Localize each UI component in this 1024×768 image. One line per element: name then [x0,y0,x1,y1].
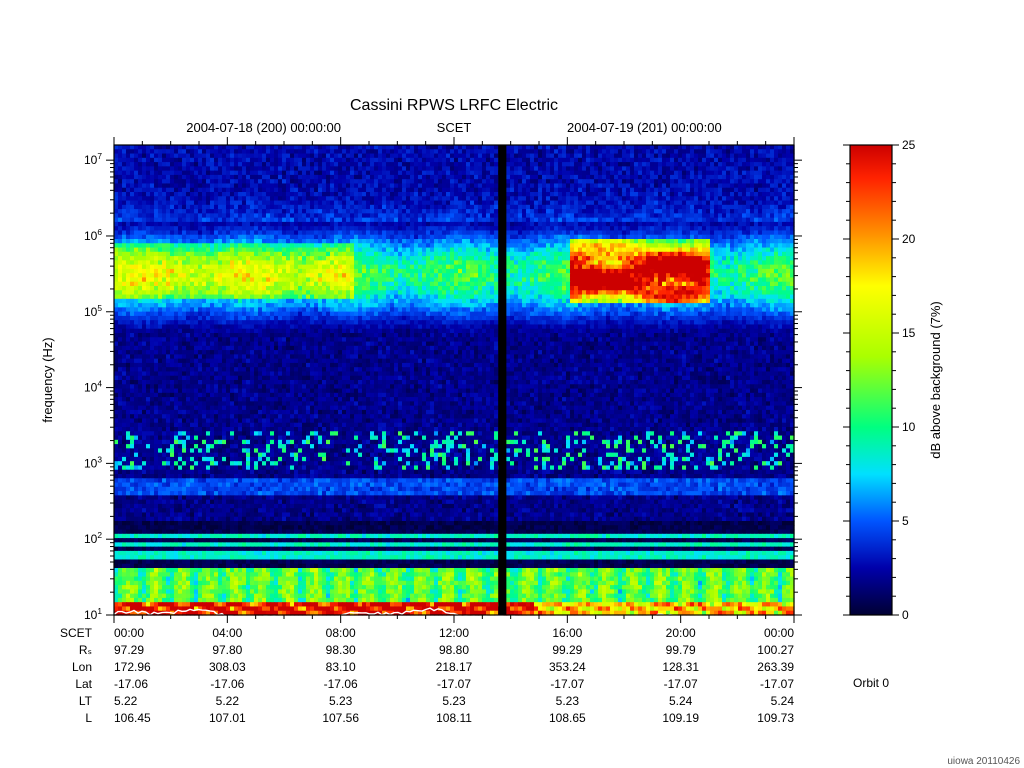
ephemeris-cell: 04:00 [212,626,242,640]
ephemeris-cell: 263.39 [757,660,794,674]
ephemeris-cell: 5.24 [771,694,795,708]
ephemeris-row-label: Lat [75,677,92,691]
y-tick-label: 104 [84,379,102,395]
ephemeris-cell: 98.80 [439,643,469,657]
ephemeris-row-label: Lon [72,660,92,674]
ephemeris-cell: -17.07 [437,677,471,691]
colorbar-tick: 15 [902,326,916,340]
ephemeris-cell: 12:00 [439,626,469,640]
ephemeris-cell: 97.80 [212,643,242,657]
ephemeris-cell: 20:00 [666,626,696,640]
ephemeris-cell: 353.24 [549,660,586,674]
ephemeris-cell: 5.23 [442,694,466,708]
footnote: uiowa 20110426 [947,756,1020,767]
ephemeris-cell: 16:00 [552,626,582,640]
colorbar-tick: 10 [902,420,916,434]
ephemeris-cell: 5.23 [556,694,580,708]
ephemeris-cell: 109.19 [662,711,699,725]
ephemeris-row-label: LT [79,694,93,708]
spectrogram [114,145,795,628]
ephemeris-cell: 107.56 [322,711,359,725]
y-tick-label: 105 [84,303,102,319]
ephemeris-cell: 5.22 [114,694,138,708]
data-gap [498,145,506,615]
colorbar [850,145,892,615]
ephemeris-row-label: Rₛ [79,643,92,657]
ephemeris-cell: -17.07 [550,677,584,691]
ephemeris-cell: 00:00 [764,626,794,640]
chart-title: Cassini RPWS LRFC Electric [350,97,558,114]
ephemeris-cell: 308.03 [209,660,246,674]
ephemeris-cell: 00:00 [114,626,144,640]
ephemeris-cell: 108.11 [436,711,472,725]
ephemeris-cell: -17.06 [324,677,358,691]
colorbar-tick: 5 [902,514,909,528]
colorbar-tick: 25 [902,138,916,152]
ephemeris-cell: 5.23 [329,694,353,708]
ephemeris-cell: 5.22 [216,694,240,708]
ephemeris-cell: 107.01 [209,711,246,725]
ephemeris-row-label: SCET [60,626,93,640]
ephemeris-cell: -17.06 [114,677,148,691]
subtitle-right: 2004-07-19 (201) 00:00:00 [567,120,722,135]
y-tick-label: 101 [84,606,102,622]
ephemeris-cell: -17.06 [210,677,244,691]
ephemeris-cell: 106.45 [114,711,151,725]
ephemeris-cell: -17.07 [664,677,698,691]
colorbar-label: dB above background (7%) [928,301,943,459]
ephemeris-cell: 98.30 [326,643,356,657]
y-tick-label: 106 [84,227,102,243]
ephemeris-cell: 99.29 [552,643,582,657]
colorbar-tick: 20 [902,232,916,246]
y-axis-label: frequency (Hz) [40,337,55,422]
ephemeris-cell: 172.96 [114,660,151,674]
ephemeris-cell: 97.29 [114,643,144,657]
subtitle-left: 2004-07-18 (200) 00:00:00 [186,120,341,135]
colorbar-tick: 0 [902,608,909,622]
ephemeris-row-label: L [85,711,92,725]
y-tick-label: 107 [84,151,102,167]
ephemeris-cell: 218.17 [436,660,473,674]
ephemeris-cell: 100.27 [757,643,794,657]
y-tick-label: 102 [84,530,102,546]
y-tick-label: 103 [84,454,102,470]
ephemeris-cell: 5.24 [669,694,693,708]
orbit-label: Orbit 0 [853,676,889,690]
ephemeris-cell: 108.65 [549,711,586,725]
ephemeris-cell: 99.79 [666,643,696,657]
subtitle-mid: SCET [437,120,472,135]
ephemeris-cell: 128.31 [662,660,699,674]
ephemeris-cell: -17.07 [760,677,794,691]
ephemeris-cell: 109.73 [757,711,794,725]
ephemeris-cell: 83.10 [326,660,356,674]
ephemeris-cell: 08:00 [326,626,356,640]
